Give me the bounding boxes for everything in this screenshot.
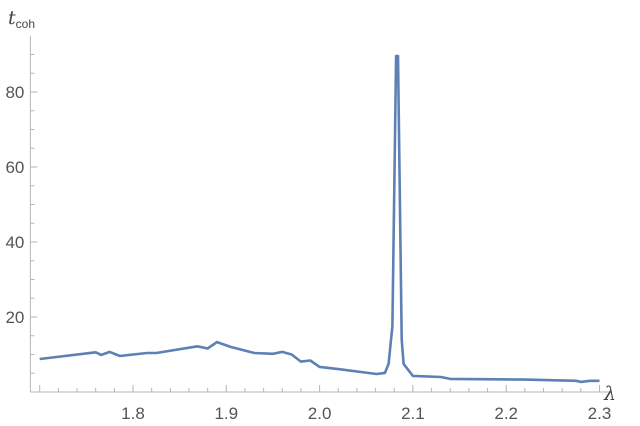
plot-area	[39, 54, 600, 384]
y-tick-label: 60	[5, 158, 24, 177]
x-tick-label: 1.9	[214, 404, 238, 423]
x-tick-label: 1.8	[121, 404, 145, 423]
y-tick-label: 80	[5, 83, 24, 102]
x-tick-label: 2.0	[308, 404, 332, 423]
x-tick-label: 2.3	[588, 404, 612, 423]
y-axis-label: tcoh	[8, 7, 35, 31]
y-tick-label: 20	[5, 308, 24, 327]
x-axis-label: λ	[603, 383, 616, 405]
x-tick-label: 2.1	[401, 404, 425, 423]
axes	[29, 35, 609, 393]
y-axis-label-subscript: coh	[16, 17, 35, 31]
series-line	[39, 54, 600, 384]
x-tick-label: 2.2	[494, 404, 518, 423]
ticks: 1.8 1.9 2.0 2.1 2.2 2.3 20 40 60 80	[5, 54, 612, 423]
y-tick-label: 40	[5, 233, 24, 252]
